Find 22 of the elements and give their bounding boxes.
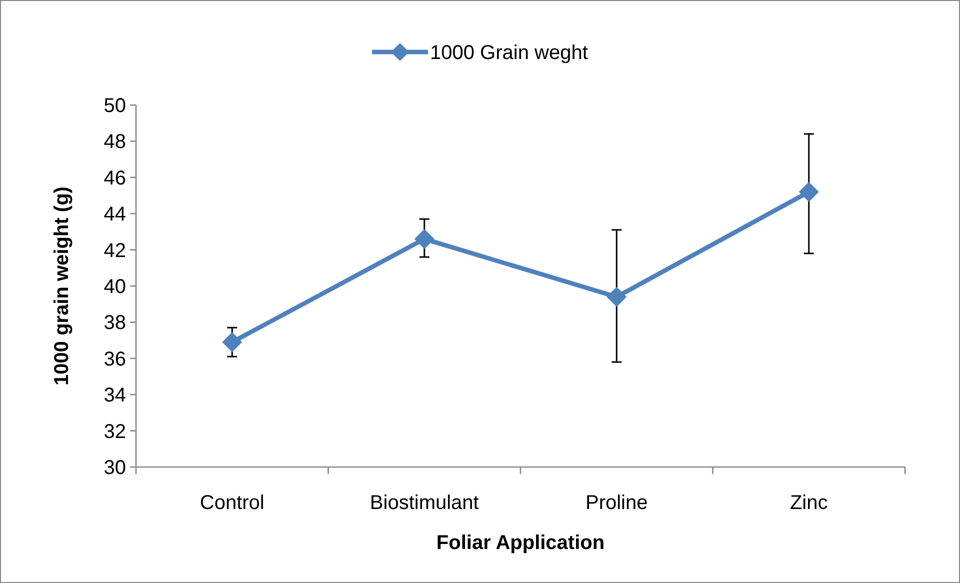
x-tick-label: Control [200, 492, 264, 514]
y-tick-label: 38 [104, 312, 126, 334]
y-tick-label: 42 [104, 240, 126, 262]
x-axis-title: Foliar Application [436, 532, 605, 554]
x-tick-label: Biostimulant [370, 492, 480, 514]
y-tick-label: 40 [104, 276, 126, 298]
y-tick-label: 46 [104, 167, 126, 190]
point [222, 332, 242, 352]
point [414, 228, 434, 249]
x-tick-label: Proline [585, 492, 648, 514]
y-tick-label: 30 [104, 457, 126, 479]
y-axis-title: 1000 grain weight (g) [51, 186, 73, 386]
y-tick-label: 50 [104, 95, 126, 117]
y-tick-label: 36 [104, 348, 126, 370]
x-tick-label: Zinc [790, 492, 828, 514]
y-tick-label: 48 [104, 131, 126, 154]
legend-label: 1000 Grain weght [430, 42, 588, 64]
y-tick-label: 32 [104, 420, 126, 443]
y-tick-label: 44 [104, 204, 126, 226]
y-tick-label: 34 [104, 384, 126, 407]
point [606, 286, 627, 307]
point [798, 182, 819, 202]
